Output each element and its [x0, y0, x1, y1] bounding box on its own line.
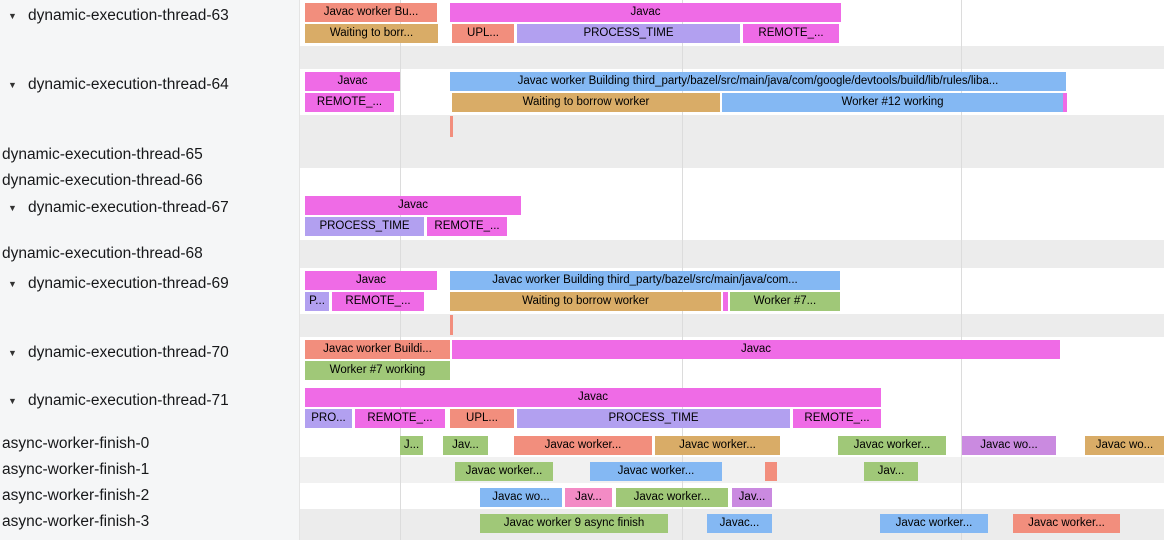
trace-slice[interactable]: Javac wo... [480, 488, 562, 507]
thread-row-label: dynamic-execution-thread-68 [0, 244, 299, 264]
trace-slice[interactable]: REMOTE_... [332, 292, 424, 311]
trace-slice[interactable]: PROCESS_TIME [305, 217, 424, 236]
gridline [682, 0, 683, 540]
trace-slice[interactable]: Jav... [864, 462, 918, 481]
trace-slice[interactable]: Jav... [443, 436, 488, 455]
collapse-triangle-icon[interactable]: ▼ [8, 396, 17, 406]
trace-slice[interactable]: Javac worker Building third_party/bazel/… [450, 72, 1066, 91]
trace-slice[interactable] [1063, 93, 1067, 112]
trace-slice[interactable]: Javac worker Bu... [305, 3, 437, 22]
thread-name: dynamic-execution-thread-64 [28, 76, 229, 93]
trace-slice[interactable]: Worker #7... [730, 292, 840, 311]
thread-name: async-worker-finish-3 [2, 513, 150, 530]
thread-name: dynamic-execution-thread-66 [2, 172, 203, 189]
thread-name: dynamic-execution-thread-69 [28, 275, 229, 292]
trace-slice[interactable]: REMOTE_... [355, 409, 445, 428]
trace-slice[interactable]: Javac worker... [880, 514, 988, 533]
trace-slice[interactable]: PROCESS_TIME [517, 24, 740, 43]
thread-label-column: ▼ dynamic-execution-thread-63 ▼ dynamic-exe… [0, 0, 300, 540]
trace-slice[interactable]: Javac [452, 340, 1060, 359]
trace-slice[interactable]: Javac worker... [838, 436, 946, 455]
trace-slice[interactable]: Javac... [707, 514, 772, 533]
trace-slice[interactable]: Javac [450, 3, 841, 22]
thread-name: async-worker-finish-0 [2, 435, 150, 452]
trace-slice[interactable]: UPL... [452, 24, 514, 43]
trace-slice[interactable]: Javac worker... [1013, 514, 1120, 533]
trace-slice[interactable]: Javac [305, 271, 437, 290]
thread-row-label: async-worker-finish-3 [0, 512, 299, 532]
trace-slice[interactable]: Jav... [565, 488, 612, 507]
thread-row-label[interactable]: ▼ dynamic-execution-thread-64 [0, 75, 299, 95]
thread-row-label: async-worker-finish-0 [0, 434, 299, 454]
thread-row-label[interactable]: ▼ dynamic-execution-thread-63 [0, 6, 299, 26]
thread-name: dynamic-execution-thread-67 [28, 199, 229, 216]
trace-slice[interactable]: Javac worker... [590, 462, 722, 481]
thread-name: dynamic-execution-thread-71 [28, 392, 229, 409]
trace-slice[interactable]: Javac worker... [514, 436, 652, 455]
trace-slice[interactable]: Worker #12 working [722, 93, 1063, 112]
thread-name: dynamic-execution-thread-63 [28, 7, 229, 24]
trace-slice[interactable]: PROCESS_TIME [517, 409, 790, 428]
trace-slice[interactable]: J... [400, 436, 423, 455]
trace-slice[interactable]: Javac wo... [1085, 436, 1164, 455]
trace-slice[interactable]: Waiting to borrow worker [450, 292, 721, 311]
trace-slice[interactable]: Javac [305, 388, 881, 407]
overflow-marker[interactable] [450, 315, 453, 335]
trace-slice[interactable]: UPL... [450, 409, 514, 428]
gridline [961, 0, 962, 540]
trace-slice[interactable]: Javac [305, 72, 400, 91]
trace-slice[interactable] [765, 462, 777, 481]
thread-name: async-worker-finish-2 [2, 487, 150, 504]
thread-row-label[interactable]: ▼ dynamic-execution-thread-71 [0, 391, 299, 411]
trace-slice[interactable]: Waiting to borrow worker [452, 93, 720, 112]
thread-row-label[interactable]: ▼ dynamic-execution-thread-67 [0, 198, 299, 218]
thread-row-label[interactable]: ▼ dynamic-execution-thread-70 [0, 343, 299, 363]
trace-slice[interactable]: Javac worker Building third_party/bazel/… [450, 271, 840, 290]
thread-row-label: async-worker-finish-1 [0, 460, 299, 480]
thread-name: dynamic-execution-thread-68 [2, 245, 203, 262]
trace-slice[interactable]: Jav... [732, 488, 772, 507]
collapse-triangle-icon[interactable]: ▼ [8, 279, 17, 289]
trace-slice[interactable]: Javac worker Buildi... [305, 340, 450, 359]
trace-slice[interactable]: REMOTE_... [305, 93, 394, 112]
thread-row-label[interactable]: ▼ dynamic-execution-thread-69 [0, 274, 299, 294]
gridline [400, 0, 401, 540]
trace-slice[interactable]: Javac worker... [455, 462, 553, 481]
trace-slice[interactable]: REMOTE_... [743, 24, 839, 43]
thread-row-label: dynamic-execution-thread-65 [0, 145, 299, 165]
collapse-triangle-icon[interactable]: ▼ [8, 348, 17, 358]
trace-slice[interactable]: REMOTE_... [427, 217, 507, 236]
trace-slice[interactable]: REMOTE_... [793, 409, 881, 428]
thread-name: async-worker-finish-1 [2, 461, 150, 478]
trace-slice[interactable]: Javac [305, 196, 521, 215]
trace-slice[interactable]: Javac worker 9 async finish [480, 514, 668, 533]
thread-row-label: dynamic-execution-thread-66 [0, 171, 299, 191]
collapse-triangle-icon[interactable]: ▼ [8, 203, 17, 213]
thread-row-label: async-worker-finish-2 [0, 486, 299, 506]
band-dynamic-execution-thread-63: Javac worker Bu... Javac Waiting to borr..… [0, 0, 1164, 46]
thread-name: dynamic-execution-thread-70 [28, 344, 229, 361]
overflow-marker[interactable] [450, 116, 453, 137]
collapse-triangle-icon[interactable]: ▼ [8, 80, 17, 90]
trace-slice[interactable]: PRO... [305, 409, 352, 428]
trace-slice[interactable]: P... [305, 292, 329, 311]
trace-slice[interactable]: Javac wo... [962, 436, 1056, 455]
trace-slice[interactable]: Javac worker... [616, 488, 728, 507]
trace-slice[interactable]: Waiting to borr... [305, 24, 438, 43]
trace-slice[interactable]: Javac worker... [655, 436, 780, 455]
thread-name: dynamic-execution-thread-65 [2, 146, 203, 163]
trace-slice[interactable] [723, 292, 728, 311]
collapse-triangle-icon[interactable]: ▼ [8, 11, 17, 21]
trace-slice[interactable]: Worker #7 working [305, 361, 450, 380]
